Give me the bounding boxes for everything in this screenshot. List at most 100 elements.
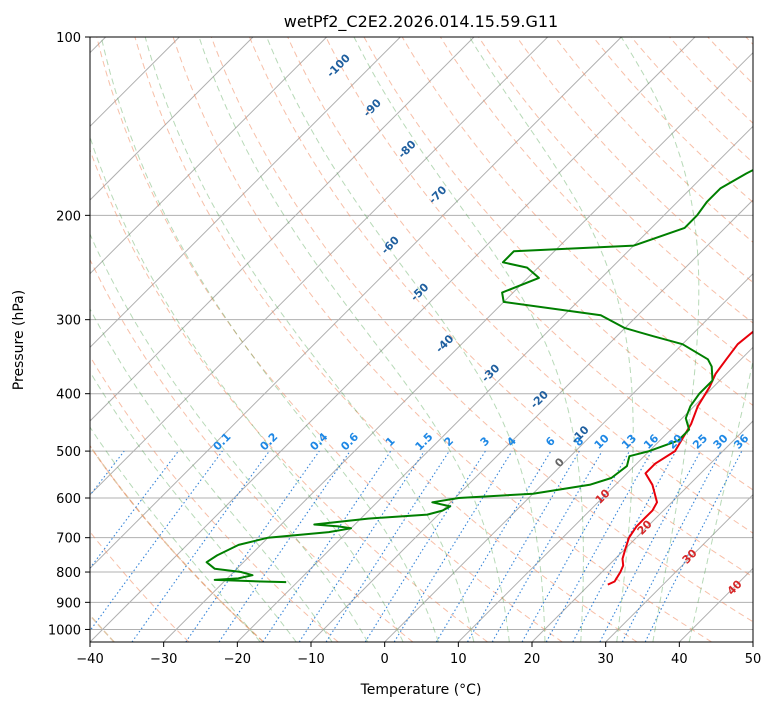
mixing-ratio-label: 0.1 <box>211 430 234 453</box>
mixing-ratio-label: 1 <box>383 434 398 449</box>
x-axis-ticks: −40 −30 −20 −10 0 10 20 30 40 50 <box>76 642 761 667</box>
dry-adiabat-line <box>325 37 753 491</box>
moist-adiabat-line <box>90 135 404 642</box>
moist-adiabat-label: -90 <box>361 96 384 119</box>
moist-adiabat-label: -70 <box>426 183 449 206</box>
dry-adiabat-line <box>90 445 264 642</box>
moist-adiabat-label: -60 <box>379 233 402 256</box>
y-tick-label: 300 <box>56 314 81 329</box>
isotherm-line <box>457 346 753 642</box>
mixing-ratio-line <box>90 450 125 497</box>
moist-adiabat-line <box>90 426 261 642</box>
mixing-ratio-line <box>131 450 270 642</box>
dry-adiabat-line <box>516 37 753 284</box>
x-axis-label: Temperature (°C) <box>360 682 482 698</box>
y-axis-ticks: 100 200 300 400 500 600 700 800 900 1000 <box>48 31 90 638</box>
x-tick-label: −40 <box>76 652 103 667</box>
dry-adiabat-line <box>172 37 712 642</box>
dry-adiabat-label: 20 <box>635 517 655 537</box>
x-tick-label: −30 <box>150 652 177 667</box>
dewpoint-profile-line <box>205 168 753 584</box>
moist-adiabat-line <box>620 37 700 642</box>
moist-adiabat-line <box>469 37 634 642</box>
temperature-profile-line <box>607 330 753 586</box>
dry-adiabat-line <box>90 258 414 642</box>
mixing-ratio-line <box>325 450 450 642</box>
y-tick-label: 100 <box>56 31 81 46</box>
moist-adiabat-line <box>198 37 510 642</box>
dry-adiabat-line <box>287 37 753 534</box>
dry-adiabat-line <box>478 37 753 324</box>
x-tick-label: 0 <box>381 652 389 667</box>
y-tick-label: 500 <box>56 445 81 460</box>
isotherm-line <box>90 37 254 201</box>
dry-adiabat-line <box>630 37 753 164</box>
mixing-ratio-label: 6 <box>543 434 558 449</box>
moist-adiabat-line <box>266 37 546 642</box>
y-tick-label: 800 <box>56 566 81 581</box>
mixing-ratio-line <box>521 450 630 642</box>
dry-adiabat-line <box>96 37 563 642</box>
mixing-ratio-line <box>364 450 486 642</box>
moist-adiabat-line <box>90 232 369 642</box>
dry-adiabat-line <box>134 37 638 642</box>
moist-adiabat-line <box>100 37 439 642</box>
moist-adiabat-label: -10 <box>568 423 591 446</box>
x-tick-label: 10 <box>450 652 467 667</box>
isotherm-line <box>531 420 753 642</box>
x-tick-label: 50 <box>745 652 762 667</box>
dry-adiabat-line <box>401 37 753 406</box>
y-tick-label: 200 <box>56 209 81 224</box>
dry-adiabat-label: 40 <box>725 577 745 597</box>
y-tick-label: 400 <box>56 388 81 403</box>
moist-adiabat-label: -100 <box>324 51 353 80</box>
isotherm-line <box>384 272 753 642</box>
mixing-ratio-line <box>393 450 513 642</box>
sounding-profiles <box>205 168 753 586</box>
isotherm-line <box>752 641 753 642</box>
mixing-ratio-line <box>435 450 552 642</box>
moist-adiabat-label: -50 <box>408 280 431 303</box>
plot-frame <box>89 36 754 643</box>
y-tick-label: 1000 <box>48 623 81 638</box>
mixing-ratio-line <box>298 450 425 642</box>
mixing-ratio-lines <box>90 450 743 642</box>
mixing-ratio-line <box>572 450 677 642</box>
dry-adiabat-line <box>707 37 753 85</box>
y-tick-label: 600 <box>56 492 81 507</box>
dry-adiabat-line <box>210 37 753 623</box>
mixing-ratio-label: 25 <box>690 432 710 452</box>
dry-adiabat-line <box>90 355 339 642</box>
mixing-ratio-label: 0.4 <box>307 430 330 453</box>
dry-adiabats <box>90 37 753 642</box>
plot-area: 0.1 0.2 0.4 0.6 1 1.5 2 3 4 6 8 10 13 16 20 25 30 36-100-… <box>90 37 753 642</box>
dry-adiabat-line <box>439 37 753 365</box>
mixing-ratio-label: 30 <box>711 431 731 451</box>
mixing-ratio-line <box>90 450 223 632</box>
x-tick-label: 30 <box>597 652 614 667</box>
dry-adiabat-line <box>745 37 753 46</box>
moist-adiabats <box>90 37 753 642</box>
mixing-ratio-label: 0.6 <box>338 430 361 453</box>
isotherm-line <box>90 37 328 275</box>
moist-adiabat-line <box>144 37 475 642</box>
y-tick-label: 900 <box>56 596 81 611</box>
mixing-ratio-label: 13 <box>619 432 639 452</box>
isotherm-line <box>90 37 549 496</box>
moist-adiabat-line <box>90 370 297 642</box>
mixing-ratio-label: 0.2 <box>257 430 280 453</box>
x-tick-label: 40 <box>671 652 688 667</box>
dry-adiabat-line <box>592 37 753 203</box>
mixing-ratio-label: 10 <box>592 431 612 451</box>
x-tick-label: 20 <box>524 652 541 667</box>
x-tick-label: −20 <box>224 652 251 667</box>
dry-adiabat-line <box>90 531 190 642</box>
y-axis-label: Pressure (hPa) <box>11 290 27 390</box>
isotherm-line <box>90 37 622 570</box>
mixing-ratio-label: 2 <box>442 434 457 449</box>
dry-adiabat-label: 0 <box>552 455 567 470</box>
chart-title: wetPf2_C2E2.2026.014.15.59.G11 <box>284 12 558 32</box>
mixing-ratio-label: 1.5 <box>413 430 436 453</box>
isotherm-line <box>605 493 753 642</box>
mixing-ratio-label: 20 <box>665 431 685 451</box>
